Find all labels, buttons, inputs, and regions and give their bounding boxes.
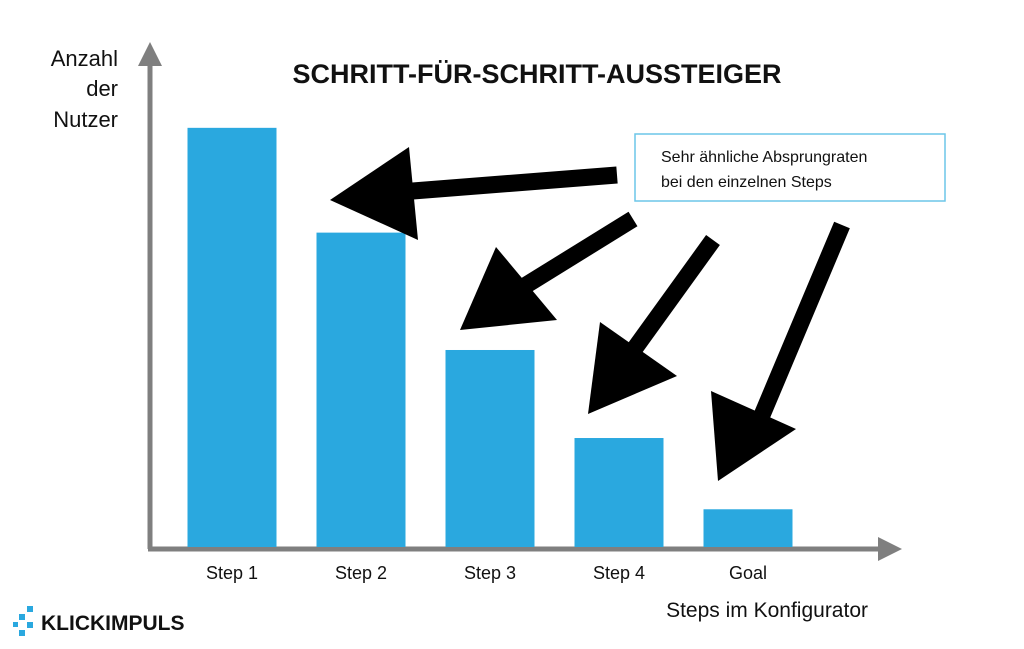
logo-pixel: [13, 622, 18, 627]
annotation-arrow-4: [711, 221, 850, 481]
annotation-box: [634, 133, 946, 202]
annotation-line-1: Sehr ähnliche Absprungraten: [661, 149, 867, 166]
logo-pixel: [19, 630, 25, 636]
tick-labels-group: Step 1 Step 2 Step 3 Step 4 Goal: [206, 563, 767, 583]
logo-pixel: [27, 606, 33, 612]
annotation-arrow-3: [588, 235, 720, 414]
y-axis-label-line-1: Anzahl: [51, 46, 118, 71]
klickimpuls-logo: KLICKIMPULS: [13, 606, 185, 636]
tick-label-step-1: Step 1: [206, 563, 258, 583]
bar-step-3: [445, 349, 535, 547]
annotation-line-2: bei den einzelnen Steps: [661, 174, 832, 191]
chart-title: SCHRITT-FÜR-SCHRITT-AUSSTEIGER: [293, 59, 782, 89]
annotation-arrow-1: [330, 147, 618, 240]
logo-pixel: [19, 614, 25, 620]
tick-label-step-3: Step 3: [464, 563, 516, 583]
tick-label-goal: Goal: [729, 563, 767, 583]
bar-step-4: [574, 438, 664, 547]
annotation-arrow-2: [460, 211, 638, 330]
logo-text: KLICKIMPULS: [41, 612, 185, 635]
y-axis-label-line-2: der: [86, 76, 118, 101]
x-axis-arrowhead: [878, 537, 902, 561]
y-axis-label-line-3: Nutzer: [53, 107, 118, 132]
bar-step-1: [187, 127, 277, 547]
logo-pixel: [27, 622, 33, 628]
bar-goal: [703, 509, 793, 547]
y-axis-arrowhead: [138, 42, 162, 66]
bars-group: [187, 127, 793, 547]
tick-label-step-4: Step 4: [593, 563, 645, 583]
tick-label-step-2: Step 2: [335, 563, 387, 583]
bar-step-2: [316, 232, 406, 547]
x-axis-label: Steps im Konfigurator: [666, 599, 868, 622]
